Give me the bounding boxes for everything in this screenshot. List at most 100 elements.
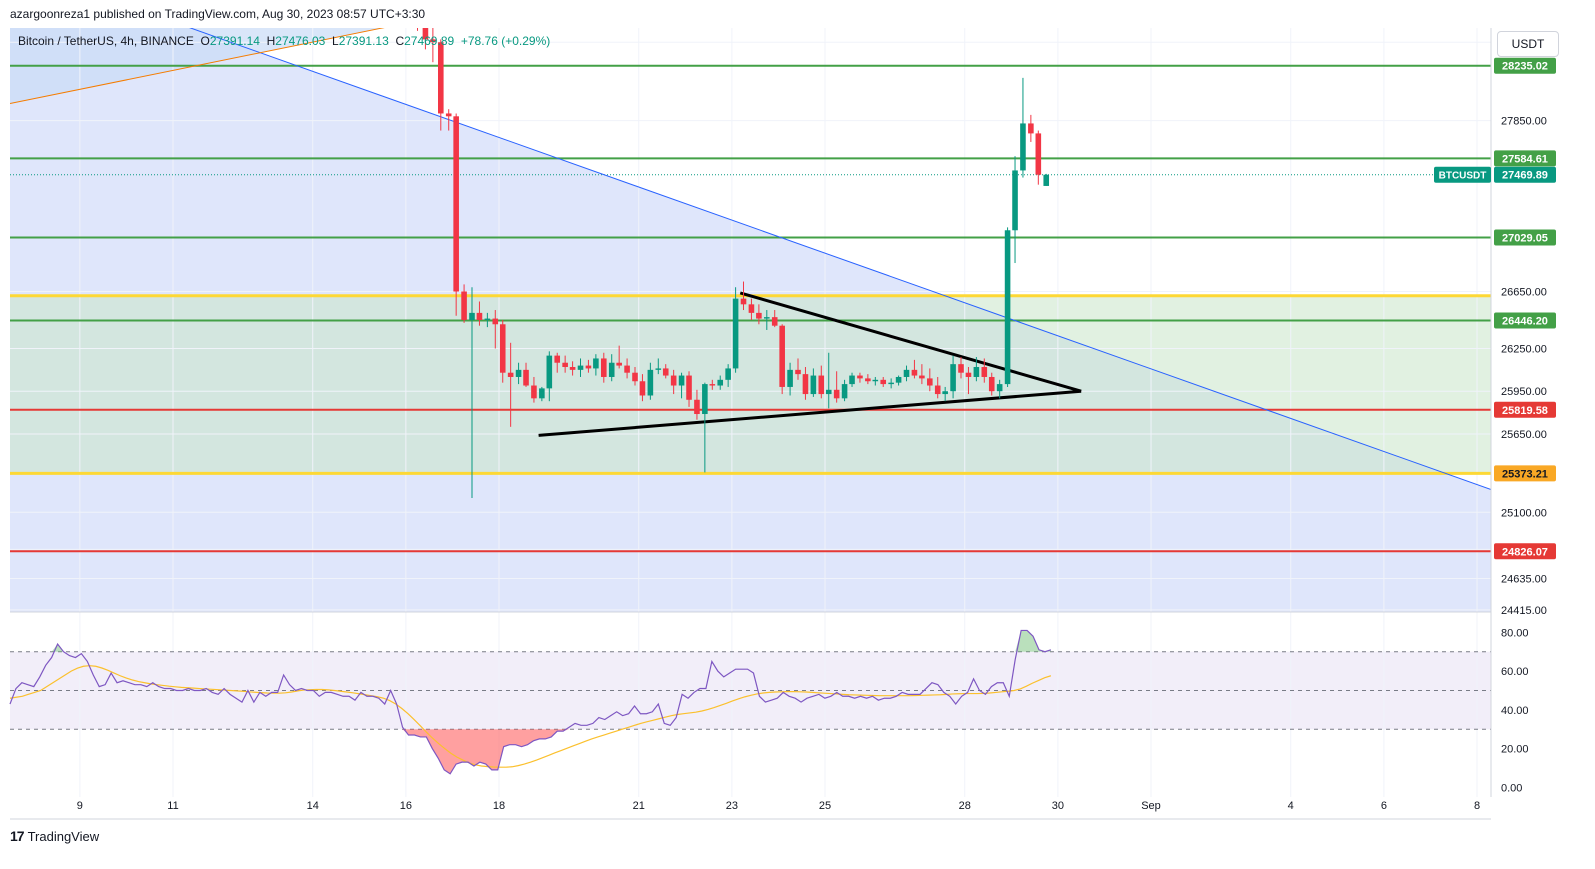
candle-body-62 [895,376,902,383]
price-tick-25950.00: 25950.00 [1501,386,1547,398]
candle-body-33 [670,375,677,386]
candle-body-32 [662,368,669,376]
candle-body-53 [825,389,832,395]
candle-body-47 [779,325,785,387]
rsi-line [9,629,1052,775]
price-tick-25100.00: 25100.00 [1501,507,1547,519]
rsi-tick-80.00: 80.00 [1501,627,1529,639]
trendlines[interactable] [10,0,1491,490]
candle-body-57 [857,375,863,379]
level-tag-bg-25819.58 [1494,401,1556,418]
candle-body-54 [833,389,840,399]
rsi-tick-60.00: 60.00 [1501,666,1529,678]
level-tag-bg-27029.05 [1494,229,1556,246]
candle-body-68 [942,391,948,395]
time-tick-11: 11 [167,800,178,812]
candle-body-10 [492,318,499,325]
candle-body-55 [841,384,848,399]
candle-body-34 [678,375,685,386]
candle-body-20 [569,367,576,370]
time-tick-Sep: Sep [1141,800,1161,812]
publisher-credit: azargoonreza1 published on TradingView.c… [10,7,426,21]
candle-body-56 [849,375,855,385]
last-price-tag-bg [1494,166,1556,183]
time-tick-23: 23 [726,800,738,812]
candle-body-4 [445,113,452,117]
upper-blue-region [10,28,453,104]
candle-body-61 [888,382,894,385]
candle-body-73 [981,367,988,377]
candle-body-36 [694,399,700,415]
candle-body-23 [593,358,599,369]
symbol-tag: BTCUSDT [1439,171,1487,182]
candle-body-7 [469,312,475,320]
candle-body-72 [973,367,980,377]
candle-body-14 [523,369,529,386]
candle-body-37 [702,384,708,415]
change-value: +78.76 (+0.29%) [460,34,551,48]
candle-body-78 [1020,123,1026,171]
candle-body-9 [484,318,491,320]
candle-body-26 [616,362,622,366]
trendline-orange-ascending [10,28,385,104]
time-tick-16: 16 [400,800,412,812]
candlesticks [417,28,1050,499]
close-label: C [395,34,405,48]
candle-body-65 [919,375,925,379]
candle-body-45 [764,317,770,319]
candle-body-17 [546,355,553,389]
symbol-title: Bitcoin / TetherUS, 4h, BINANCE [18,34,194,48]
candle-body-59 [872,379,879,382]
candle-body-5 [453,116,459,292]
high-value: 27476.03 [275,34,326,48]
candle-body-6 [461,291,467,320]
candle-body-48 [787,369,793,387]
rsi-tick-0.00: 0.00 [1501,782,1522,794]
candle-body-81 [1043,174,1050,186]
level-tag-24826.07: 24826.07 [1502,546,1548,558]
time-tick-21: 21 [633,800,645,812]
candle-body-38 [709,384,716,386]
low-label: L [332,34,339,48]
price-tick-25650.00: 25650.00 [1501,429,1547,441]
price-tick-26250.00: 26250.00 [1501,343,1547,355]
candle-body-43 [748,304,755,313]
candle-body-29 [639,381,646,396]
candle-body-41 [732,298,739,369]
tradingview-logo-icon: 17 [10,828,25,844]
tradingview-footer[interactable]: 17 TradingView [10,828,99,844]
high-label: H [266,34,276,48]
candle-body-74 [988,376,995,392]
candle-body-77 [1012,170,1018,231]
candle-body-76 [1004,230,1011,385]
level-tag-bg-27584.61 [1494,150,1556,167]
level-tag-27029.05: 27029.05 [1502,233,1548,245]
price-tick-26650.00: 26650.00 [1501,287,1547,299]
trendline-triangle-upper [739,291,1082,393]
rsi-indicator [9,629,1052,775]
time-tick-8: 8 [1474,800,1480,812]
candle-body-44 [756,312,762,319]
candle-body-58 [865,378,871,382]
candle-body-66 [927,378,933,386]
last-price-tag: 27469.89 [1502,170,1548,182]
level-tag-27584.61: 27584.61 [1502,153,1548,165]
candle-body-80 [1035,133,1042,175]
level-tag-bg-25373.21 [1494,465,1556,482]
candle-body-31 [655,368,662,370]
rsi-tick-40.00: 40.00 [1501,705,1529,717]
time-tick-9: 9 [77,800,83,812]
currency-button[interactable]: USDT [1497,31,1559,57]
level-tag-25373.21: 25373.21 [1502,468,1548,480]
time-tick-6: 6 [1381,800,1387,812]
candle-body-71 [965,372,972,377]
candle-body-1 [422,28,429,40]
price-labels: 28235.02 27584.61 27029.05 26446.20 25819.58… [1434,57,1556,560]
candle-body-63 [903,369,910,377]
candle-body-19 [562,362,568,368]
time-tick-14: 14 [307,800,319,812]
level-tag-bg-28235.02 [1494,57,1556,74]
candle-body-18 [554,355,561,363]
candle-body-30 [647,369,654,396]
